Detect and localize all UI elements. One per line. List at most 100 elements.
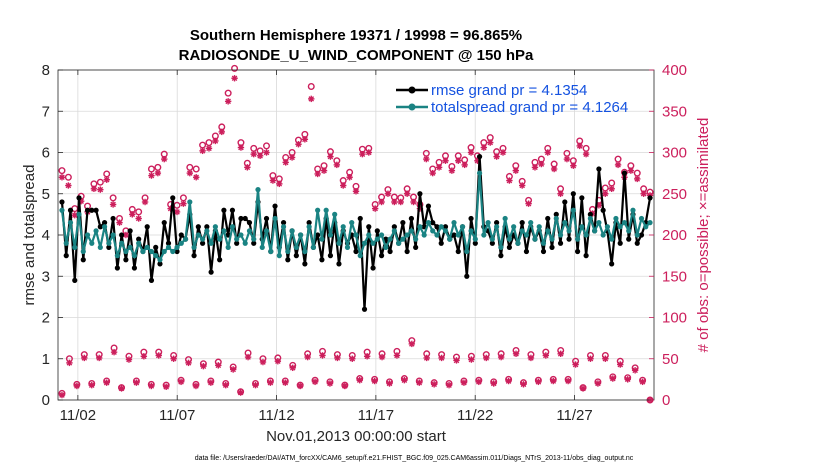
obs-assimilated-marker-low (393, 352, 401, 359)
obs-assimilated-stroke (602, 355, 609, 362)
obs-assimilated-stroke (364, 353, 370, 360)
obs-assimilated-marker (129, 211, 136, 218)
obs-assimilated-stroke (349, 355, 356, 362)
obs-possible-marker (96, 178, 104, 186)
obs-assimilated-stroke (353, 188, 359, 195)
obs-assimilated-marker (614, 161, 622, 169)
obs-assimilated-stroke (372, 205, 378, 212)
x-tick-label: 11/07 (159, 407, 195, 424)
series-point-spread (238, 232, 244, 238)
y-tick-label-right: 50 (662, 351, 679, 368)
obs-assimilated-stroke (532, 164, 538, 171)
obs-assimilated-stroke (237, 389, 244, 396)
series-point-rmse (387, 248, 393, 255)
series-point-spread (182, 236, 189, 242)
obs-assimilated-stroke (431, 381, 437, 388)
series-point-spread (502, 215, 508, 222)
series-point-spread (306, 224, 312, 230)
series-point-rmse (306, 220, 312, 226)
series-point-spread (127, 244, 133, 250)
obs-assimilated-marker-low (73, 382, 81, 390)
series-point-rmse (123, 257, 129, 263)
series-point-rmse (327, 253, 334, 259)
series-point-rmse (587, 211, 593, 217)
obs-assimilated-stroke (455, 157, 462, 164)
obs-assimilated-stroke (564, 156, 570, 162)
series-point-spread (336, 240, 342, 246)
obs-assimilated-marker (224, 98, 232, 105)
obs-assimilated-stroke (148, 383, 155, 389)
obs-assimilated-stroke (535, 379, 542, 385)
series-point-spread (298, 232, 304, 238)
series-point-spread (234, 236, 240, 242)
obs-assimilated-marker-low (453, 357, 460, 364)
obs-assimilated-stroke (212, 138, 219, 144)
obs-assimilated-marker-low (88, 381, 95, 389)
obs-assimilated-stroke (215, 362, 222, 369)
obs-assimilated-marker (58, 174, 66, 181)
series-point-rmse (430, 220, 436, 226)
obs-assimilated-stroke (557, 351, 564, 357)
series-point-rmse (434, 224, 440, 230)
series-point-rmse (519, 220, 525, 226)
series-point-spread (67, 220, 74, 226)
series-point-spread (221, 228, 227, 234)
series-point-spread (528, 220, 534, 226)
obs-assimilated-stroke (74, 383, 80, 389)
y-tick-label-left: 6 (42, 145, 50, 162)
series-point-spread (574, 236, 581, 242)
series-point-rmse (570, 191, 576, 197)
series-point-spread (106, 240, 112, 246)
obs-assimilated-marker (186, 169, 194, 177)
obs-assimilated-stroke (327, 380, 333, 387)
series-point-spread (489, 236, 495, 242)
series-point-rmse (621, 170, 628, 176)
obs-assimilated-marker-low (423, 354, 430, 362)
obs-assimilated-marker-low (341, 382, 349, 390)
obs-assimilated-stroke (103, 379, 110, 386)
obs-assimilated-stroke (180, 200, 187, 207)
obs-assimilated-stroke (222, 382, 229, 388)
series-point-rmse (545, 215, 551, 222)
obs-assimilated-marker (193, 174, 200, 181)
obs-assimilated-marker-low (252, 381, 259, 389)
series-point-rmse (199, 240, 206, 246)
obs-assimilated-stroke (490, 380, 497, 387)
obs-assimilated-marker (531, 164, 539, 171)
obs-assimilated-marker (499, 149, 507, 156)
series-point-rmse (425, 203, 432, 209)
obs-assimilated-stroke (199, 148, 206, 154)
series-point-spread (476, 170, 483, 176)
obs-assimilated-marker-low (66, 359, 73, 367)
series-point-rmse (161, 220, 167, 226)
chart-title-line1: Southern Hemisphere 19371 / 19998 = 96.8… (190, 27, 522, 44)
series-point-rmse (131, 265, 138, 271)
series-point-spread (225, 244, 231, 250)
series-point-spread (545, 228, 551, 234)
chart-title-line2: RADIOSONDE_U_WIND_COMPONENT @ 150 hPa (179, 47, 534, 64)
obs-assimilated-marker (384, 190, 392, 197)
obs-assimilated-marker-low (497, 353, 505, 361)
obs-assimilated-marker (410, 198, 417, 206)
series-point-spread (553, 215, 559, 222)
obs-assimilated-marker (391, 198, 398, 206)
series-point-spread (251, 236, 257, 242)
obs-assimilated-stroke (129, 211, 136, 218)
series-point-rmse (361, 306, 368, 312)
y-tick-label-right: 350 (662, 103, 687, 120)
obs-assimilated-marker-low (527, 354, 535, 362)
obs-assimilated-marker (512, 167, 519, 174)
obs-assimilated-stroke (96, 355, 102, 361)
obs-assimilated-stroke (302, 136, 308, 143)
series-point-rmse (234, 240, 240, 246)
series-point-spread (76, 211, 82, 217)
obs-assimilated-stroke (276, 181, 283, 187)
obs-assimilated-marker (359, 150, 366, 158)
series-point-rmse (455, 248, 461, 255)
series-point-rmse (404, 248, 410, 255)
series-point-spread (494, 224, 500, 230)
y-tick-label-right: 150 (662, 268, 687, 285)
obs-assimilated-marker (461, 161, 468, 169)
series-point-rmse (217, 257, 223, 263)
obs-assimilated-marker-low (617, 361, 624, 368)
